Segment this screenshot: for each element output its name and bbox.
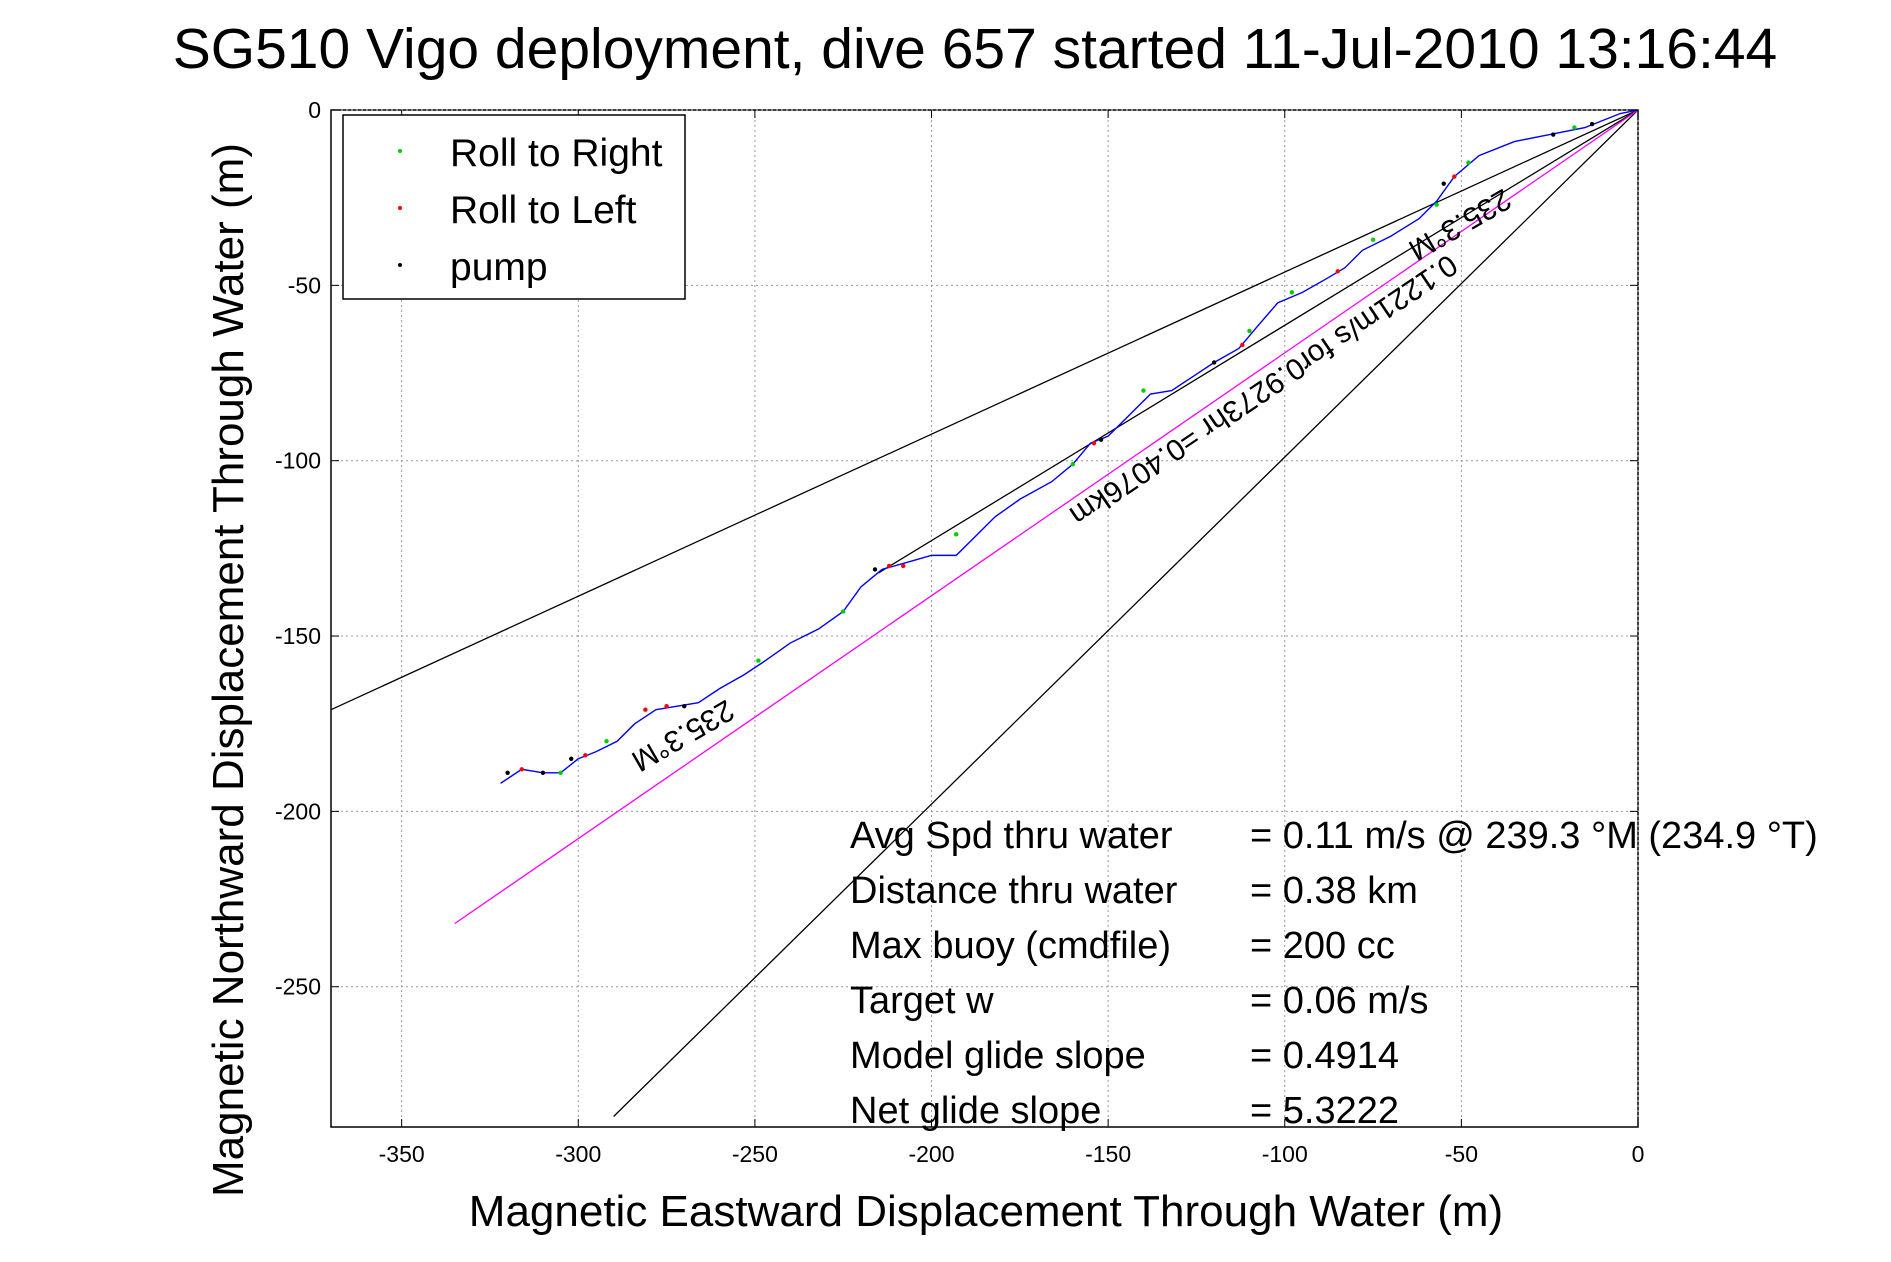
marker-pump bbox=[1441, 181, 1446, 186]
stat-label-max-buoy: Max buoy (cmdfile) bbox=[850, 925, 1171, 967]
marker-roll-right bbox=[1070, 461, 1076, 467]
marker-pump bbox=[1589, 121, 1595, 127]
marker-roll-right bbox=[1289, 290, 1295, 295]
marker-roll-right bbox=[1370, 237, 1376, 242]
line-thin-black bbox=[878, 110, 1638, 574]
y-axis-ticks: 0 -50 -100 -150 -200 -250 bbox=[275, 97, 1638, 1000]
marker-pump bbox=[1211, 360, 1217, 365]
legend-label-roll-right: Roll to Right bbox=[450, 132, 663, 175]
x-tick-label: -200 bbox=[908, 1141, 954, 1167]
y-tick-label: 0 bbox=[308, 97, 321, 123]
y-axis-label: Magnetic Northward Displacement Through … bbox=[204, 143, 253, 1197]
marker-roll-right bbox=[841, 609, 846, 614]
stat-label-target-w: Target w bbox=[850, 980, 994, 1022]
marker-roll-left bbox=[1091, 440, 1097, 446]
x-axis-ticks: -350 -300 -250 -200 -150 -100 -50 0 bbox=[379, 110, 1645, 1167]
stat-value-distance: = 0.38 km bbox=[1250, 870, 1418, 912]
stat-label-model-glide: Model glide slope bbox=[850, 1035, 1146, 1077]
legend-marker-roll-right bbox=[398, 149, 402, 153]
stat-label-avg-speed: Avg Spd thru water bbox=[850, 815, 1173, 857]
heading-lines bbox=[331, 110, 1638, 1117]
track-line bbox=[500, 110, 1638, 784]
y-tick-label: -50 bbox=[288, 272, 321, 298]
stat-label-net-glide: Net glide slope bbox=[850, 1090, 1101, 1132]
marker-pump bbox=[872, 567, 878, 572]
x-tick-label: -50 bbox=[1445, 1141, 1478, 1167]
marker-roll-right bbox=[954, 532, 959, 537]
marker-roll-right bbox=[1247, 328, 1252, 334]
marker-roll-left bbox=[519, 767, 524, 772]
marker-roll-right bbox=[558, 770, 563, 776]
chart-title: SG510 Vigo deployment, dive 657 started … bbox=[173, 17, 1778, 81]
stats-block: Avg Spd thru water = 0.11 m/s @ 239.3 °M… bbox=[850, 815, 1818, 1132]
y-tick-label: -150 bbox=[275, 623, 321, 649]
marker-roll-left bbox=[664, 703, 669, 709]
track bbox=[500, 110, 1638, 784]
marker-roll-right bbox=[1572, 125, 1577, 130]
x-tick-label: -250 bbox=[732, 1141, 778, 1167]
y-tick-label: -250 bbox=[275, 974, 321, 1000]
marker-roll-right bbox=[604, 739, 609, 744]
marker-pump bbox=[569, 756, 574, 761]
marker-pump bbox=[1551, 132, 1556, 137]
legend: Roll to Right Roll to Left pump bbox=[342, 114, 686, 300]
stat-label-distance: Distance thru water bbox=[850, 870, 1178, 912]
markers bbox=[505, 121, 1595, 776]
legend-label-pump: pump bbox=[450, 246, 548, 289]
x-axis-label: Magnetic Eastward Displacement Through W… bbox=[469, 1187, 1503, 1236]
marker-pump bbox=[1098, 437, 1104, 442]
marker-roll-right bbox=[1141, 388, 1146, 393]
line-bound-upper bbox=[331, 110, 1638, 711]
marker-roll-right bbox=[1466, 160, 1471, 165]
line-net-drift bbox=[454, 110, 1638, 925]
marker-roll-left bbox=[886, 563, 892, 569]
marker-pump bbox=[682, 703, 687, 709]
stat-value-model-glide: = 0.4914 bbox=[1250, 1035, 1399, 1077]
stat-value-max-buoy: = 200 cc bbox=[1250, 925, 1395, 967]
marker-pump bbox=[540, 770, 546, 776]
marker-pump bbox=[505, 770, 510, 776]
x-tick-label: 0 bbox=[1632, 1141, 1645, 1167]
marker-roll-right bbox=[1434, 202, 1439, 207]
y-tick-label: -100 bbox=[275, 448, 321, 474]
marker-roll-left bbox=[901, 563, 906, 569]
x-tick-label: -300 bbox=[555, 1141, 601, 1167]
marker-roll-left bbox=[1335, 269, 1340, 274]
stat-value-target-w: = 0.06 m/s bbox=[1250, 980, 1428, 1022]
legend-label-roll-left: Roll to Left bbox=[450, 189, 637, 232]
line-bound-lower bbox=[613, 110, 1638, 1117]
x-tick-label: -350 bbox=[379, 1141, 425, 1167]
x-tick-label: -150 bbox=[1085, 1141, 1131, 1167]
marker-roll-right bbox=[756, 658, 761, 663]
stat-value-avg-speed: = 0.11 m/s @ 239.3 °M (234.9 °T) bbox=[1250, 815, 1818, 857]
legend-marker-roll-left bbox=[398, 206, 402, 210]
legend-marker-pump bbox=[398, 263, 402, 267]
y-tick-label: -200 bbox=[275, 798, 321, 824]
x-tick-label: -100 bbox=[1262, 1141, 1308, 1167]
marker-roll-left bbox=[643, 707, 648, 712]
stat-value-net-glide: = 5.3222 bbox=[1250, 1090, 1399, 1132]
marker-roll-left bbox=[1452, 174, 1457, 179]
marker-roll-left bbox=[1240, 342, 1245, 348]
marker-roll-left bbox=[583, 753, 588, 758]
